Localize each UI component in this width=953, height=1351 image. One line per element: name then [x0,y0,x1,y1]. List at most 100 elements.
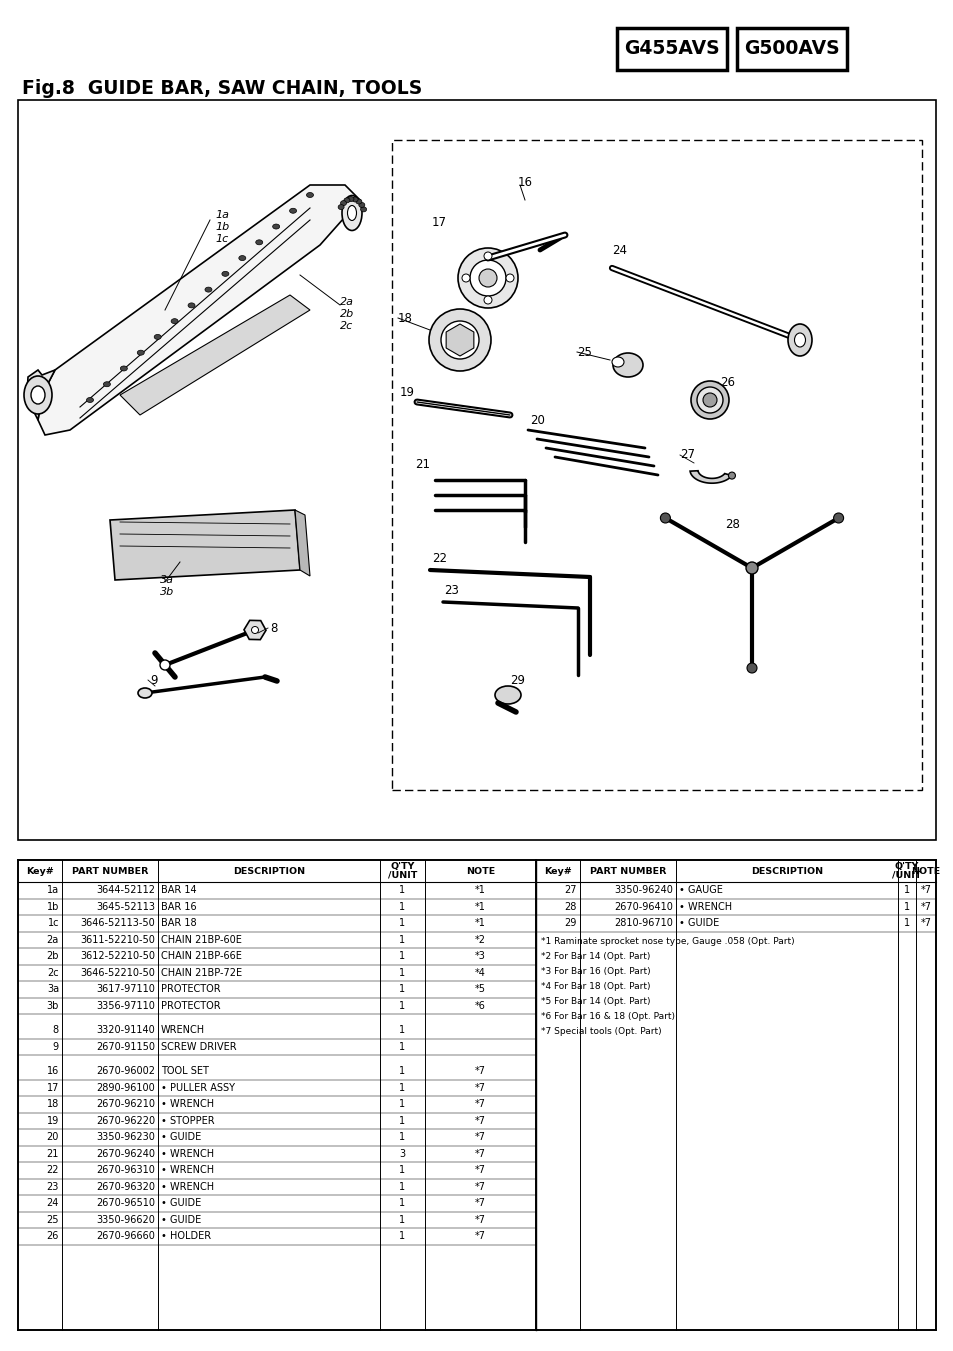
Text: 3617-97110: 3617-97110 [96,985,154,994]
Text: NOTE: NOTE [465,866,495,875]
Ellipse shape [697,386,722,413]
Text: 1b: 1b [214,222,229,232]
Text: *5 For Bar 14 (Opt. Part): *5 For Bar 14 (Opt. Part) [540,997,650,1006]
Text: *1 Raminate sprocket nose type, Gauge .058 (Opt. Part): *1 Raminate sprocket nose type, Gauge .0… [540,938,794,946]
Text: PROTECTOR: PROTECTOR [161,985,220,994]
Ellipse shape [358,203,364,208]
Ellipse shape [24,376,52,413]
Ellipse shape [290,208,296,213]
Text: 1: 1 [399,1166,405,1175]
Text: 16: 16 [517,176,533,189]
Ellipse shape [306,192,314,197]
Text: 2670-96310: 2670-96310 [96,1166,154,1175]
Text: 1c: 1c [214,234,228,245]
Text: 3644-52112: 3644-52112 [96,885,154,896]
Text: 3646-52210-50: 3646-52210-50 [80,967,154,978]
Text: *4 For Bar 18 (Opt. Part): *4 For Bar 18 (Opt. Part) [540,982,650,992]
Text: BAR 18: BAR 18 [161,919,196,928]
Text: NOTE: NOTE [910,866,940,875]
Polygon shape [38,185,359,435]
Text: *2: *2 [475,935,485,944]
Ellipse shape [255,240,262,245]
Text: 3a: 3a [47,985,59,994]
Text: 3350-96230: 3350-96230 [96,1132,154,1142]
Bar [617,28,726,70]
Text: DESCRIPTION: DESCRIPTION [233,866,305,875]
Bar [737,28,846,70]
Text: 1: 1 [903,919,909,928]
Text: 1c: 1c [48,919,59,928]
Text: 3646-52113-50: 3646-52113-50 [80,919,154,928]
Text: WRENCH: WRENCH [161,1025,205,1035]
Ellipse shape [360,207,366,212]
Ellipse shape [352,197,357,203]
Polygon shape [689,470,731,484]
Text: 2810-96710: 2810-96710 [614,919,672,928]
Text: 3320-91140: 3320-91140 [96,1025,154,1035]
Text: • PULLER ASSY: • PULLER ASSY [161,1082,234,1093]
Ellipse shape [483,253,492,259]
Text: • GUIDE: • GUIDE [679,919,719,928]
Text: 2670-96410: 2670-96410 [614,901,672,912]
Text: *7: *7 [475,1231,485,1242]
Text: DESCRIPTION: DESCRIPTION [750,866,822,875]
Text: *7: *7 [920,885,930,896]
Text: 3: 3 [399,1148,405,1159]
Text: 17: 17 [432,216,447,228]
Text: 26: 26 [720,376,734,389]
Ellipse shape [787,324,811,357]
Text: 1: 1 [399,967,405,978]
Text: • STOPPER: • STOPPER [161,1116,214,1125]
Text: 3611-52210-50: 3611-52210-50 [80,935,154,944]
Text: *7: *7 [475,1082,485,1093]
Text: 26: 26 [47,1231,59,1242]
Text: 1: 1 [399,1042,405,1051]
Text: *2 For Bar 14 (Opt. Part): *2 For Bar 14 (Opt. Part) [540,952,650,961]
Ellipse shape [612,357,623,367]
Text: *6: *6 [475,1001,485,1011]
Text: 1: 1 [399,1066,405,1077]
Text: 1b: 1b [47,901,59,912]
Text: *1: *1 [475,919,485,928]
Text: 25: 25 [577,346,591,358]
Text: 18: 18 [397,312,413,324]
Text: 2b: 2b [339,309,354,319]
Text: *7: *7 [475,1148,485,1159]
Text: 1: 1 [399,885,405,896]
Ellipse shape [222,272,229,277]
Bar [18,100,935,840]
Text: 2670-96510: 2670-96510 [96,1198,154,1208]
Text: 2c: 2c [339,322,353,331]
Ellipse shape [505,274,514,282]
Ellipse shape [355,199,361,204]
Polygon shape [110,509,299,580]
Text: 2670-91150: 2670-91150 [96,1042,154,1051]
Text: 1: 1 [399,1025,405,1035]
Text: • GAUGE: • GAUGE [679,885,722,896]
Ellipse shape [745,562,758,574]
Text: 3350-96620: 3350-96620 [96,1215,154,1225]
Polygon shape [120,295,310,415]
Text: 8: 8 [270,621,277,635]
Text: Q'TY
/UNIT: Q'TY /UNIT [388,862,416,880]
Ellipse shape [347,205,356,220]
Text: 2670-96002: 2670-96002 [96,1066,154,1077]
Text: Q'TY
/UNIT: Q'TY /UNIT [891,862,921,880]
Ellipse shape [273,224,279,230]
Text: 9: 9 [150,674,157,686]
Text: *7: *7 [475,1116,485,1125]
Text: 1a: 1a [47,885,59,896]
Text: 8: 8 [52,1025,59,1035]
Ellipse shape [495,686,520,704]
Ellipse shape [138,688,152,698]
Text: Key#: Key# [543,866,571,875]
Bar [18,861,935,1329]
Text: 22: 22 [47,1166,59,1175]
Ellipse shape [188,303,194,308]
Text: 24: 24 [47,1198,59,1208]
Text: 2a: 2a [339,297,354,307]
Text: 3356-97110: 3356-97110 [96,1001,154,1011]
Text: 3b: 3b [47,1001,59,1011]
Ellipse shape [103,382,111,386]
Text: 2670-96240: 2670-96240 [96,1148,154,1159]
